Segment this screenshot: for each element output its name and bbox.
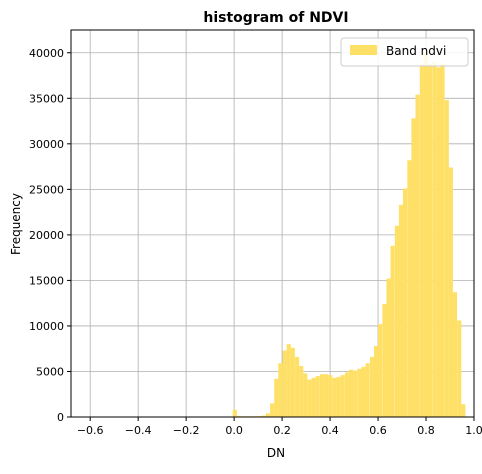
histogram-bar — [290, 347, 295, 417]
y-tick-label: 25000 — [29, 183, 64, 196]
histogram-bar — [319, 374, 325, 417]
y-tick-label: 10000 — [29, 320, 64, 333]
histogram-bar — [378, 324, 383, 417]
legend: Band ndvi — [340, 37, 469, 67]
legend-swatch — [350, 45, 377, 55]
histogram-bar — [427, 63, 433, 417]
x-tick-label: 0.0 — [225, 424, 243, 437]
x-tick-label: 0.6 — [369, 424, 387, 437]
histogram-bar — [423, 51, 429, 417]
histogram-bar — [324, 374, 329, 417]
histogram-bar — [398, 204, 404, 417]
histogram-bar — [344, 372, 350, 417]
histogram-bar — [349, 369, 354, 417]
histogram-bar — [261, 415, 266, 417]
histogram-bar — [303, 373, 308, 417]
histogram-bar — [299, 366, 304, 417]
histogram-bar — [419, 63, 424, 417]
histogram-bar — [440, 63, 445, 417]
histogram-bar — [307, 379, 312, 417]
histogram-bar — [444, 100, 449, 417]
histogram-bar — [415, 94, 420, 417]
histogram-bars — [232, 51, 466, 418]
y-axis-ticks: 0 5000 10000 15000 20000 25000 30000 35000 40000 — [29, 47, 71, 424]
histogram-bar — [386, 278, 391, 417]
histogram-bar — [411, 118, 416, 417]
y-tick-label: 40000 — [29, 47, 64, 60]
plot-frame — [70, 29, 475, 418]
x-tick-label: 0.4 — [321, 424, 339, 437]
histogram-bar — [432, 61, 437, 418]
histogram-bar — [461, 404, 466, 417]
y-axis-label: Frequency — [9, 193, 23, 255]
histogram-bar — [270, 403, 275, 417]
x-axis-ticks: −0.6 −0.4 −0.2 0.0 0.2 0.4 0.6 0.8 1.0 — [77, 417, 482, 437]
x-tick-label: 0.2 — [273, 424, 291, 437]
histogram-bar — [328, 375, 333, 417]
histogram-bar — [407, 160, 412, 417]
histogram-bar — [394, 225, 399, 417]
histogram-bar — [382, 304, 387, 417]
histogram-bar — [448, 167, 453, 417]
histogram-bar — [278, 363, 283, 417]
histogram-bar — [336, 376, 341, 417]
histogram-bar — [295, 356, 300, 417]
histogram-bar — [265, 413, 270, 417]
x-tick-label: −0.2 — [173, 424, 200, 437]
histogram-bar — [402, 188, 408, 417]
histogram-bar — [315, 376, 320, 417]
histogram-bar — [232, 409, 237, 417]
y-tick-label: 5000 — [36, 365, 64, 378]
y-tick-label: 20000 — [29, 229, 64, 242]
x-tick-label: 1.0 — [465, 424, 482, 437]
histogram-bar — [457, 320, 462, 417]
legend-label-band-ndvi: Band ndvi — [386, 44, 446, 58]
x-tick-label: −0.4 — [125, 424, 152, 437]
histogram-bar — [373, 345, 379, 417]
x-axis-label: DN — [267, 446, 285, 460]
histogram-bar — [390, 245, 395, 417]
y-tick-label: 35000 — [29, 92, 64, 105]
x-tick-label: 0.8 — [417, 424, 435, 437]
y-tick-label: 30000 — [29, 138, 64, 151]
histogram-bar — [311, 377, 316, 417]
y-tick-label: 15000 — [29, 274, 64, 287]
histogram-bar — [369, 356, 375, 417]
histogram-bar — [436, 67, 441, 418]
histogram-bar — [332, 377, 337, 417]
histogram-bar — [274, 378, 279, 417]
histogram-bar — [340, 375, 345, 417]
histogram-bar — [286, 344, 291, 417]
histogram-bar — [353, 370, 358, 417]
y-tick-label: 0 — [57, 411, 64, 424]
histogram-bar — [365, 363, 370, 417]
histogram-bar — [282, 350, 287, 417]
histogram-bar — [357, 368, 362, 417]
histogram-bar — [361, 366, 366, 417]
x-tick-label: −0.6 — [77, 424, 104, 437]
chart-title: histogram of NDVI — [203, 10, 348, 26]
histogram-bar — [452, 292, 458, 417]
